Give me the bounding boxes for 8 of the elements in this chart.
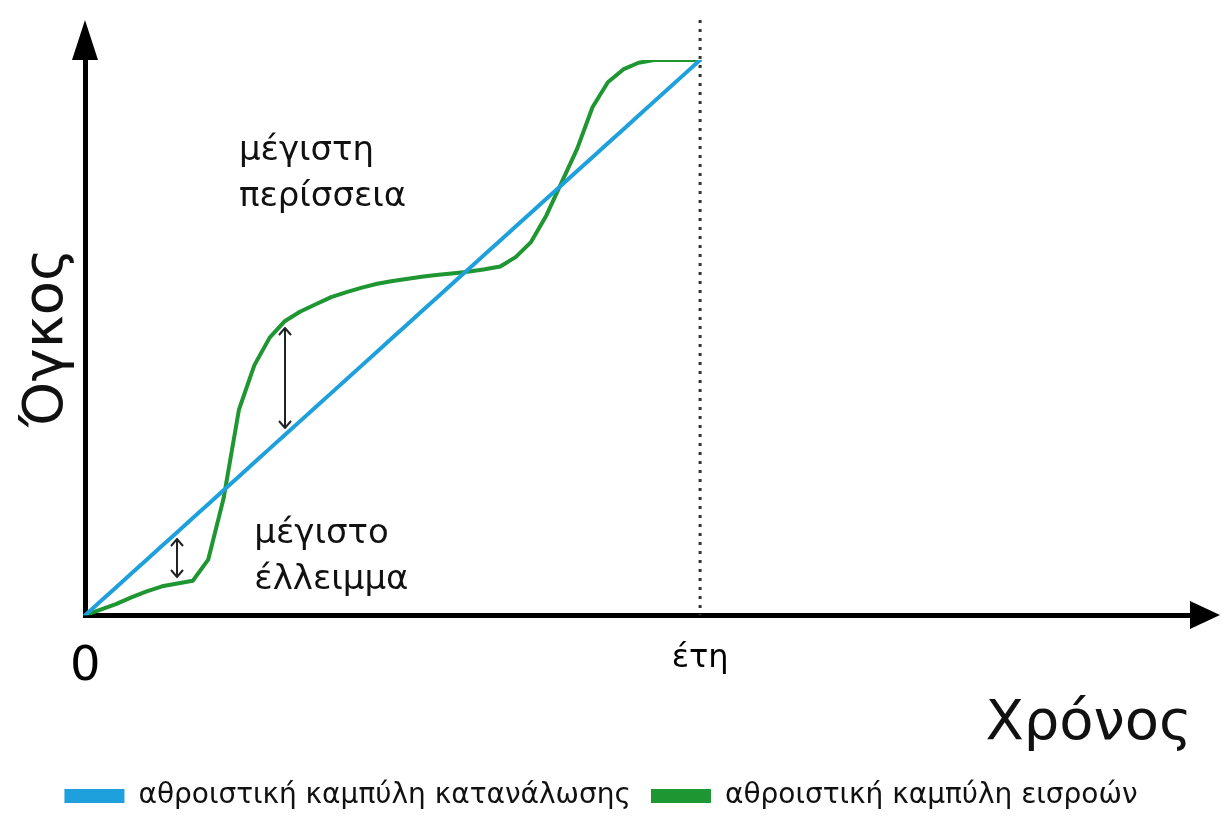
legend-label: αθροιστική καμπύλη κατανάλωσης: [138, 777, 631, 811]
x-tick-label: έτη: [671, 636, 729, 675]
y-axis-title: Όγκος: [10, 248, 76, 428]
x-axis-title: Χρόνος: [985, 686, 1192, 752]
x-tick-label: 0: [69, 635, 101, 692]
annotation: μέγιστη περίσσεια: [238, 127, 407, 214]
legend-label: αθροιστική καμπύλη εισροών: [724, 777, 1138, 811]
annotation: μέγιστο έλλειμμα: [254, 511, 409, 598]
